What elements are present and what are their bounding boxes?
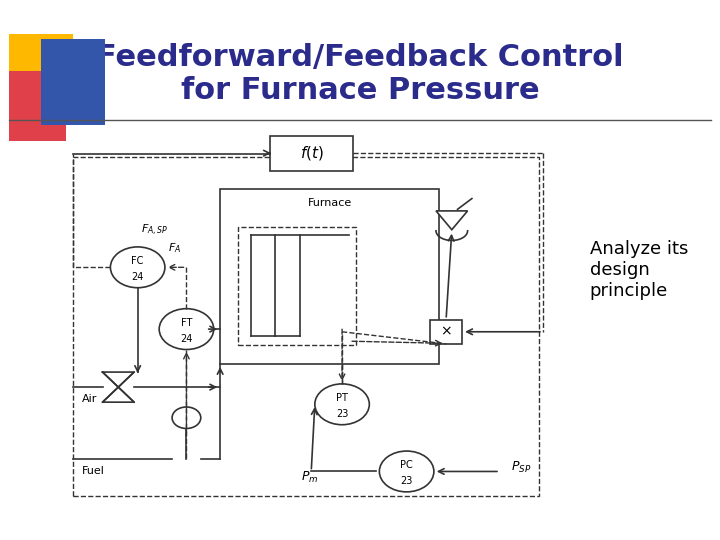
Text: $P_{SP}$: $P_{SP}$ bbox=[510, 460, 531, 475]
Text: FC: FC bbox=[132, 256, 144, 266]
Circle shape bbox=[315, 384, 369, 425]
Circle shape bbox=[110, 247, 165, 288]
Text: $P_m$: $P_m$ bbox=[301, 470, 318, 485]
Text: Furnace: Furnace bbox=[307, 198, 351, 208]
Circle shape bbox=[159, 309, 214, 349]
Text: 24: 24 bbox=[180, 334, 193, 344]
Text: FT: FT bbox=[181, 318, 192, 328]
Text: PC: PC bbox=[400, 460, 413, 470]
Text: Feedforward/Feedback Control: Feedforward/Feedback Control bbox=[96, 43, 624, 72]
Text: 23: 23 bbox=[400, 476, 413, 486]
Text: 23: 23 bbox=[336, 409, 348, 419]
Text: PT: PT bbox=[336, 393, 348, 403]
Polygon shape bbox=[9, 33, 73, 98]
Circle shape bbox=[172, 407, 201, 428]
Text: Air: Air bbox=[81, 394, 97, 404]
Text: Analyze its
design
principle: Analyze its design principle bbox=[590, 240, 688, 300]
FancyBboxPatch shape bbox=[270, 136, 353, 171]
Text: $f(t)$: $f(t)$ bbox=[300, 144, 323, 162]
Polygon shape bbox=[41, 39, 105, 125]
Polygon shape bbox=[9, 71, 66, 141]
Text: 24: 24 bbox=[132, 272, 144, 282]
Text: $F_A$: $F_A$ bbox=[168, 242, 181, 255]
Text: Fuel: Fuel bbox=[81, 466, 104, 476]
FancyBboxPatch shape bbox=[430, 320, 462, 344]
Circle shape bbox=[379, 451, 434, 492]
FancyBboxPatch shape bbox=[220, 190, 439, 364]
Text: $F_{A,SP}$: $F_{A,SP}$ bbox=[141, 222, 168, 238]
Text: for Furnace Pressure: for Furnace Pressure bbox=[181, 76, 539, 105]
Text: $\times$: $\times$ bbox=[440, 325, 452, 339]
Polygon shape bbox=[436, 211, 467, 230]
